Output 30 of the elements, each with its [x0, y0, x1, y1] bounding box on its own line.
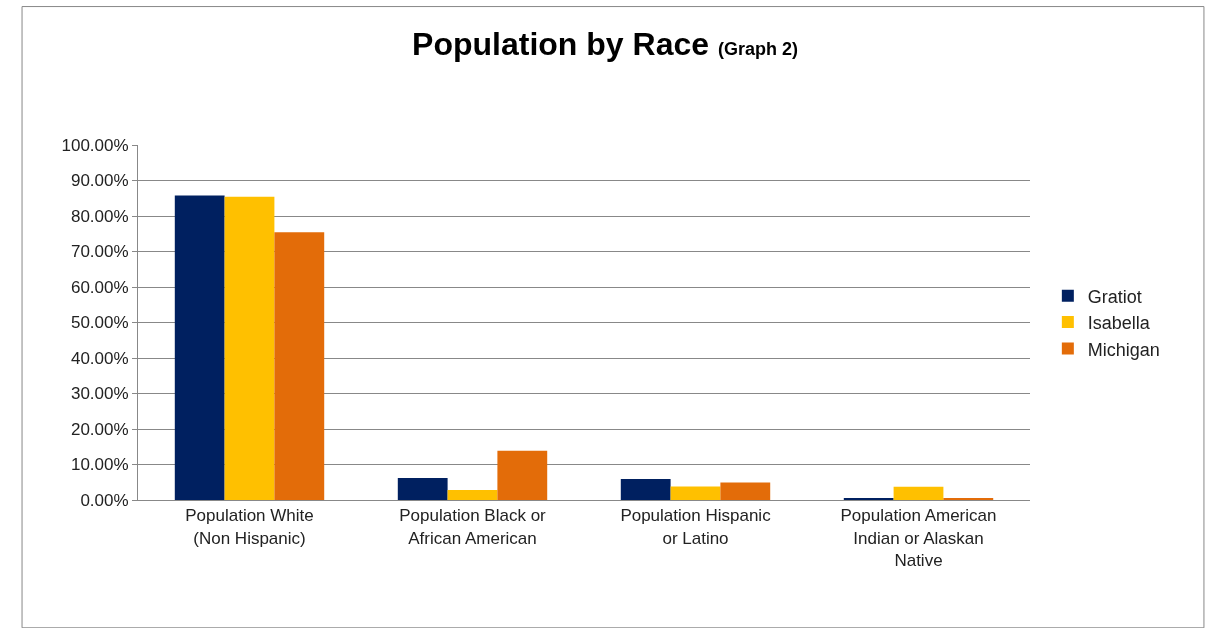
y-tick-label: 90.00% — [70, 171, 129, 191]
chart-title: Population by Race — [412, 26, 710, 63]
legend-label: Isabella — [1087, 313, 1151, 334]
bar — [397, 477, 448, 500]
x-tick-label: Population Hispanic or Latino — [620, 506, 772, 548]
y-tick-label: 80.00% — [70, 206, 129, 226]
y-tick-label: 20.00% — [70, 419, 129, 439]
x-tick-label: Population White (Non Hispanic) — [185, 506, 314, 548]
bar — [670, 486, 721, 500]
bar — [447, 490, 498, 500]
y-tick-label: 30.00% — [70, 384, 129, 404]
chart-subtitle: (Graph 2) — [717, 39, 798, 60]
bar — [274, 232, 325, 500]
bar — [720, 482, 771, 500]
y-tick-label: 0.00% — [80, 490, 129, 510]
bar — [174, 195, 225, 500]
y-tick-label: 10.00% — [70, 455, 129, 475]
legend-label: Michigan — [1087, 339, 1160, 360]
bar — [893, 486, 944, 500]
bar — [620, 479, 671, 500]
y-tick-label: 100.00% — [61, 135, 129, 155]
legend-label: Gratiot — [1087, 286, 1142, 307]
y-tick-label: 60.00% — [70, 277, 129, 297]
y-tick-label: 50.00% — [70, 313, 129, 333]
x-tick-label: Population American Indian or Alaskan Native — [840, 506, 997, 570]
y-tick-label: 40.00% — [70, 348, 129, 368]
bar — [224, 196, 275, 500]
bar — [497, 450, 548, 500]
y-tick-label: 70.00% — [70, 242, 129, 262]
x-tick-label: Population Black or African American — [399, 506, 547, 548]
